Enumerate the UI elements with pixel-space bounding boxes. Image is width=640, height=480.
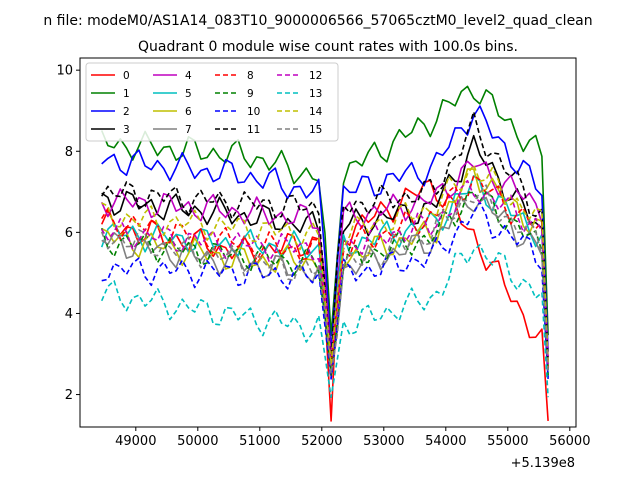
- x-tick-label: 49000: [115, 434, 156, 449]
- y-tick-label: 2: [65, 388, 73, 403]
- x-tick-label: 55000: [487, 434, 528, 449]
- legend-label: 11: [247, 124, 260, 136]
- legend-label: 0: [123, 70, 130, 82]
- legend-label: 15: [309, 124, 322, 136]
- legend-label: 2: [123, 106, 130, 118]
- legend-label: 14: [309, 106, 323, 118]
- legend-label: 6: [185, 106, 192, 118]
- series-line-13: [100, 244, 549, 398]
- x-tick-label: 53000: [363, 434, 404, 449]
- legend-label: 9: [247, 88, 254, 100]
- legend-label: 8: [247, 70, 254, 82]
- series-line-12: [101, 179, 549, 367]
- legend-label: 1: [123, 88, 130, 100]
- series-line-2: [101, 105, 549, 353]
- series-line-10: [101, 201, 549, 380]
- x-offset-label: +5.139e8: [511, 456, 575, 471]
- y-tick-label: 8: [65, 145, 73, 160]
- legend-box: [85, 62, 339, 142]
- chart-title: Quadrant 0 module wise count rates with …: [138, 39, 518, 55]
- x-tick-label: 52000: [301, 434, 342, 449]
- figure-suptitle: n file: modeM0/AS1A14_083T10_9000006566_…: [43, 13, 592, 29]
- legend-label: 5: [185, 88, 192, 100]
- legend-label: 7: [185, 124, 192, 136]
- series-line-11: [101, 111, 549, 364]
- x-tick-label: 51000: [239, 434, 280, 449]
- y-axis: 2 4 6 8 10: [56, 64, 80, 403]
- y-tick-label: 4: [65, 307, 73, 322]
- legend-label: 10: [247, 106, 260, 118]
- series-line-1: [100, 85, 549, 336]
- y-tick-label: 6: [65, 226, 73, 241]
- x-tick-label: 54000: [425, 434, 466, 449]
- legend-label: 4: [185, 70, 192, 82]
- legend-label: 12: [309, 70, 322, 82]
- x-axis: 49000 50000 51000 52000 53000 54000 55000 56000: [115, 427, 590, 449]
- x-tick-label: 50000: [177, 434, 218, 449]
- series-line-15: [100, 184, 549, 375]
- legend-label: 3: [123, 124, 130, 136]
- plot-area: [100, 85, 549, 422]
- x-tick-label: 56000: [549, 434, 590, 449]
- legend-label: 13: [309, 88, 322, 100]
- y-tick-label: 10: [56, 64, 73, 79]
- axes-frame: [79, 57, 577, 428]
- series-line-14: [101, 164, 549, 366]
